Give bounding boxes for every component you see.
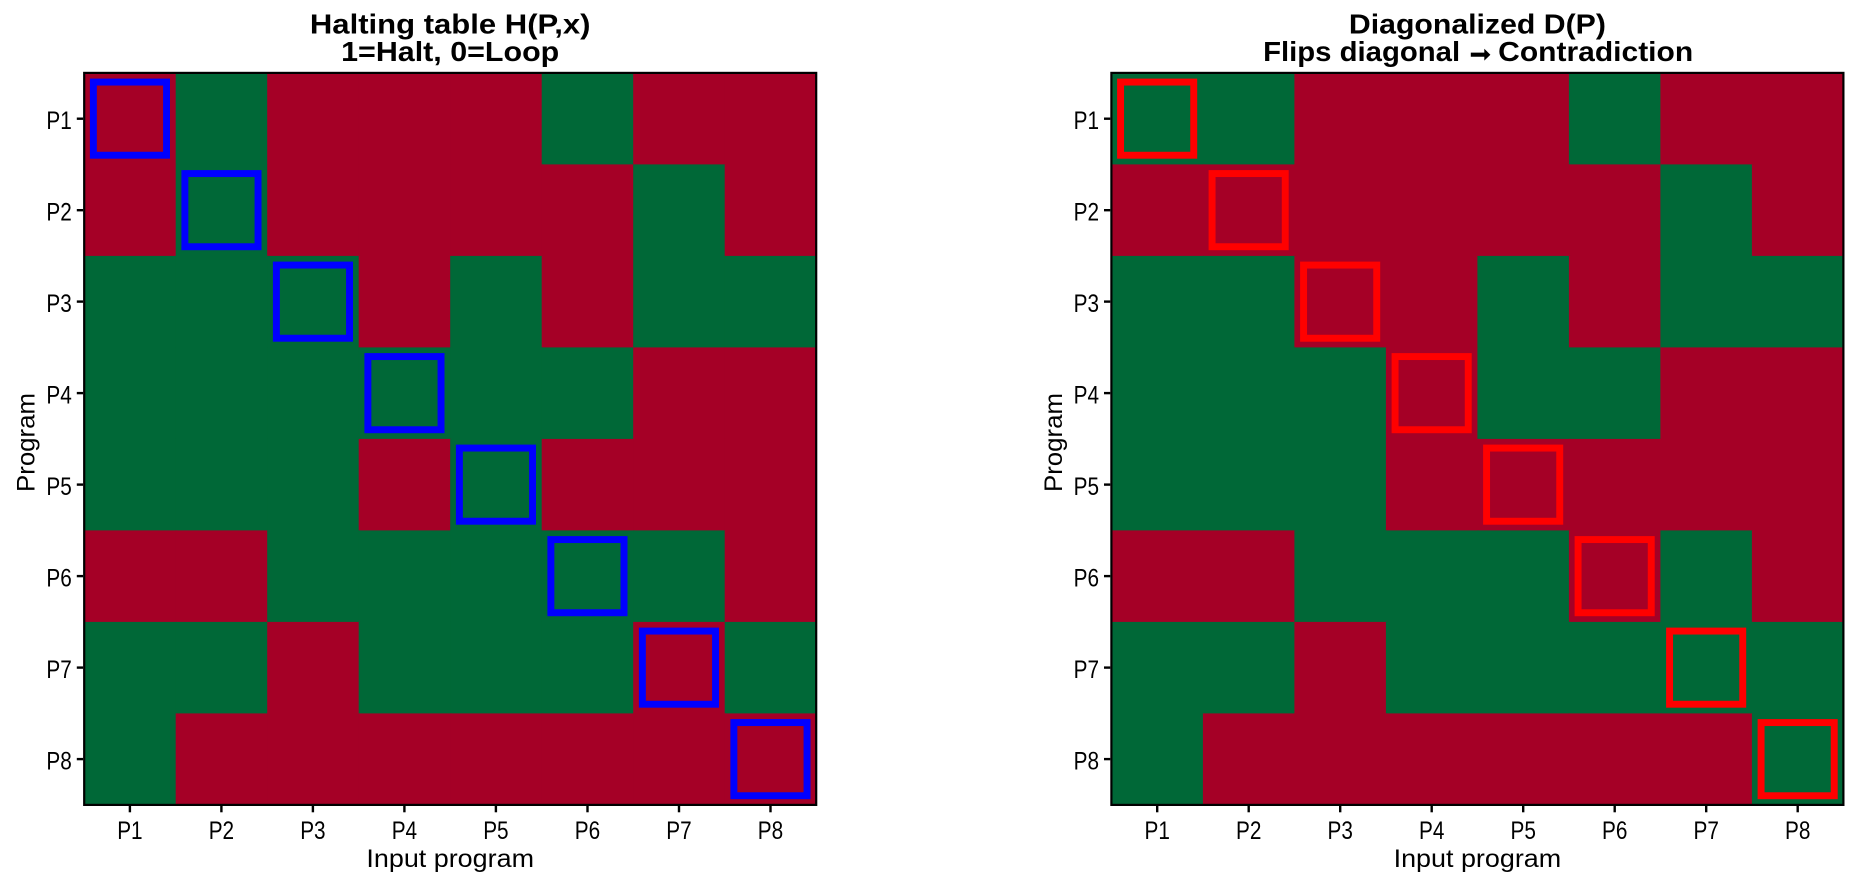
svg-text:P6: P6	[575, 817, 600, 845]
svg-text:P2: P2	[1236, 817, 1261, 845]
svg-text:P4: P4	[46, 382, 71, 410]
svg-text:P1: P1	[46, 107, 71, 135]
svg-text:P4: P4	[1419, 817, 1444, 845]
svg-text:Input program: Input program	[1394, 845, 1562, 873]
svg-text:P8: P8	[758, 817, 783, 845]
svg-text:P1: P1	[117, 817, 142, 845]
svg-text:Flips diagonal: Flips diagonal	[1263, 36, 1460, 67]
svg-text:P5: P5	[1511, 817, 1536, 845]
svg-text:P5: P5	[1074, 473, 1099, 501]
svg-text:P7: P7	[1074, 656, 1099, 684]
svg-text:P4: P4	[392, 817, 417, 845]
svg-text:P6: P6	[1602, 817, 1627, 845]
svg-text:P7: P7	[46, 656, 71, 684]
svg-text:P5: P5	[483, 817, 508, 845]
svg-text:Halting table H(P,x): Halting table H(P,x)	[310, 9, 591, 40]
svg-text:Program: Program	[1040, 393, 1068, 492]
svg-text:P2: P2	[46, 199, 71, 227]
svg-text:P2: P2	[1074, 199, 1099, 227]
svg-text:P3: P3	[46, 290, 71, 318]
svg-text:P1: P1	[1145, 817, 1170, 845]
svg-text:P3: P3	[1074, 290, 1099, 318]
svg-text:P8: P8	[1785, 817, 1810, 845]
svg-text:P7: P7	[1694, 817, 1719, 845]
svg-text:P6: P6	[46, 565, 71, 593]
svg-text:Input program: Input program	[366, 845, 534, 873]
svg-text:P8: P8	[1074, 748, 1099, 776]
svg-text:Program: Program	[13, 393, 41, 492]
svg-text:P1: P1	[1074, 107, 1099, 135]
svg-text:P4: P4	[1074, 382, 1099, 410]
svg-text:1=Halt, 0=Loop: 1=Halt, 0=Loop	[341, 36, 559, 67]
svg-text:Contradiction: Contradiction	[1498, 36, 1693, 67]
svg-text:P8: P8	[46, 748, 71, 776]
svg-text:P3: P3	[300, 817, 325, 845]
svg-text:P3: P3	[1328, 817, 1353, 845]
svg-text:P5: P5	[46, 473, 71, 501]
svg-text:Diagonalized D(P): Diagonalized D(P)	[1349, 9, 1606, 40]
svg-text:P2: P2	[209, 817, 234, 845]
svg-text:P7: P7	[666, 817, 691, 845]
svg-text:P6: P6	[1074, 565, 1099, 593]
